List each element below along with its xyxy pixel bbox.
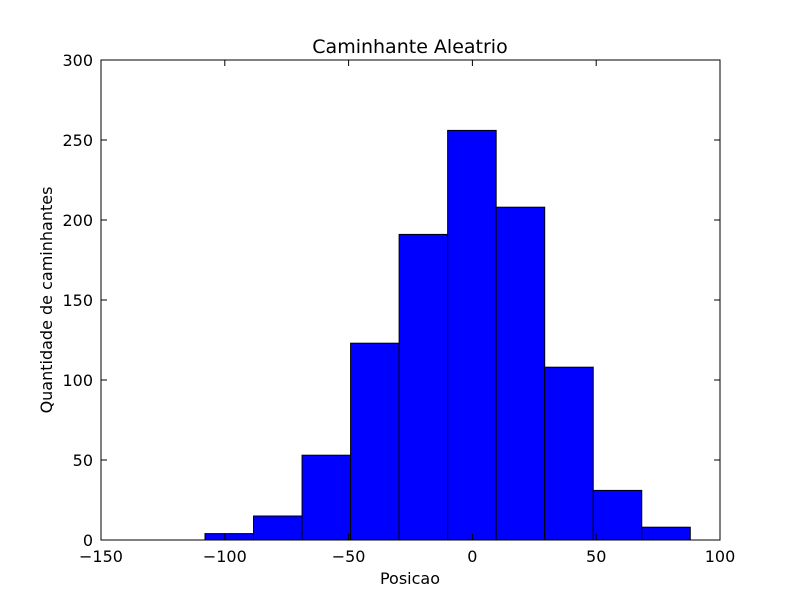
x-tick-label: −150: [79, 547, 123, 566]
histogram-bar: [641, 526, 691, 541]
bars-group: [204, 129, 691, 541]
histogram-bar: [495, 206, 546, 541]
histogram-bar: [253, 515, 303, 541]
ticks-group: −150 −100 −50 0 50 100 0 50 100 150 200 250 300: [62, 51, 735, 566]
plot-frame: [100, 59, 721, 541]
x-axis-label: Posicao: [380, 569, 440, 588]
x-tick-label: 0: [467, 547, 477, 566]
y-tick-label: 0: [83, 531, 93, 550]
histogram-bar: [301, 454, 352, 541]
x-tick-label: 100: [705, 547, 736, 566]
y-tick-label: 100: [62, 371, 93, 390]
histogram-bar: [398, 233, 449, 541]
histogram-bar: [592, 489, 643, 541]
x-tick-label: −100: [203, 547, 247, 566]
y-tick-label: 50: [73, 451, 93, 470]
y-tick-label: 300: [62, 51, 93, 70]
y-tick-label: 250: [62, 131, 93, 150]
histogram-bar: [204, 533, 255, 541]
y-axis-label: Quantidade de caminhantes: [37, 187, 56, 414]
histogram-bar: [447, 129, 497, 541]
y-tick-label: 150: [62, 291, 93, 310]
y-tick-label: 200: [62, 211, 93, 230]
histogram-bar: [350, 342, 400, 541]
x-tick-label: −50: [332, 547, 366, 566]
x-tick-label: 50: [586, 547, 606, 566]
histogram-bar: [544, 366, 594, 541]
chart-title: Caminhante Aleatrio: [312, 36, 507, 58]
